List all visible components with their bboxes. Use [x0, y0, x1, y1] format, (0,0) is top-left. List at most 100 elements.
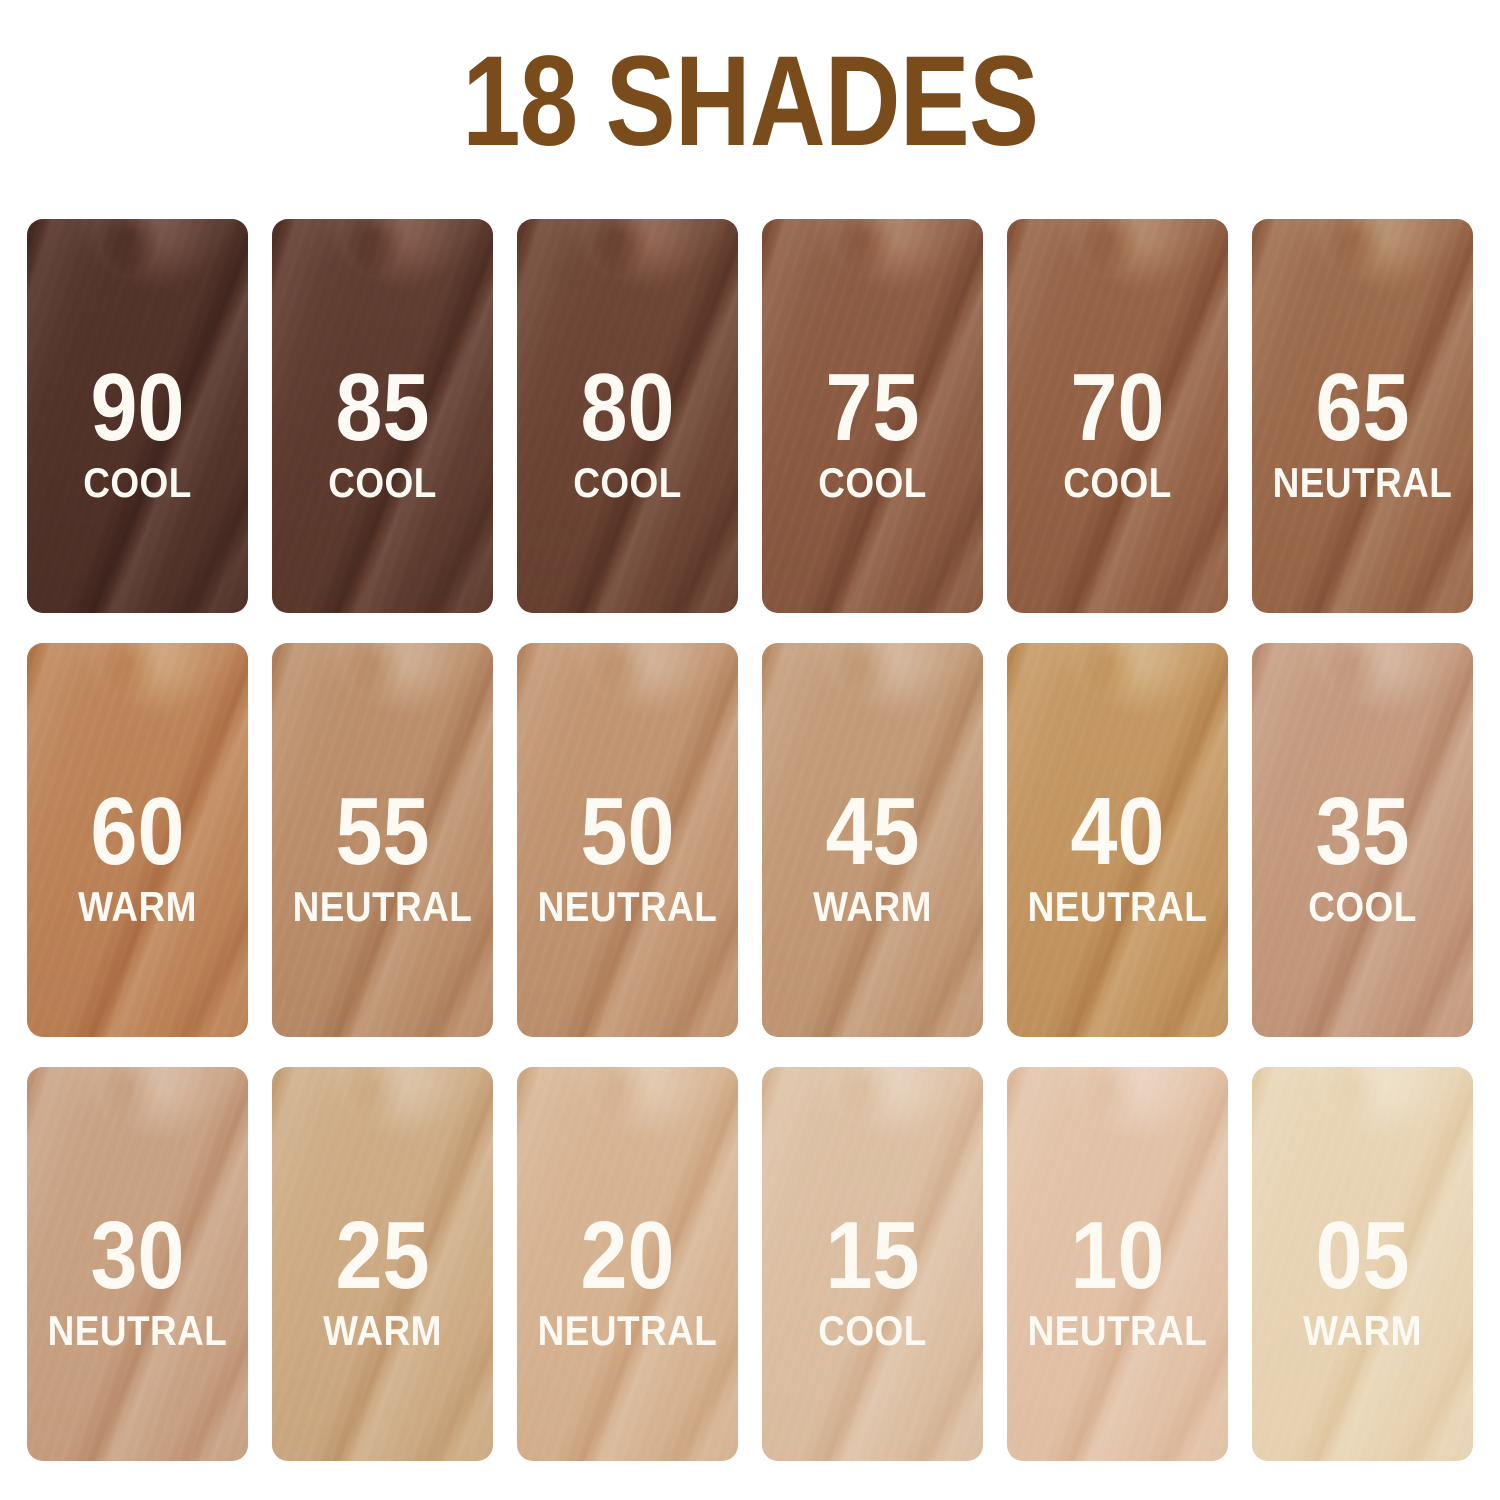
shade-label-block: 65 NEUTRAL [1252, 353, 1473, 506]
shade-swatch[interactable]: 50 NEUTRAL [517, 643, 738, 1037]
shade-label-block: 10 NEUTRAL [1007, 1201, 1228, 1354]
shade-number: 10 [1070, 1201, 1165, 1309]
foundation-smear-texture [517, 219, 738, 613]
texture-grain-overlay [517, 643, 738, 1037]
shade-label-block: 70 COOL [1007, 353, 1228, 506]
foundation-smear-texture [762, 643, 983, 1037]
shade-swatch[interactable]: 15 COOL [762, 1067, 983, 1461]
foundation-smear-texture [1007, 1067, 1228, 1461]
texture-grain-overlay [27, 643, 248, 1037]
page-title-container: 18 SHADES [0, 38, 1500, 168]
texture-grain-overlay [517, 219, 738, 613]
texture-grain-overlay [27, 1067, 248, 1461]
shade-swatch[interactable]: 05 WARM [1252, 1067, 1473, 1461]
shade-swatch[interactable]: 75 COOL [762, 219, 983, 613]
page-title: 18 SHADES [462, 30, 1039, 173]
texture-grain-overlay [27, 219, 248, 613]
foundation-smear-texture [1252, 643, 1473, 1037]
shade-swatch[interactable]: 60 WARM [27, 643, 248, 1037]
shade-number: 90 [90, 353, 185, 461]
shade-number: 70 [1070, 353, 1165, 461]
foundation-smear-texture [1252, 1067, 1473, 1461]
shade-number: 05 [1315, 1201, 1410, 1309]
shade-label-block: 25 WARM [272, 1201, 493, 1353]
shade-undertone: NEUTRAL [1027, 882, 1208, 930]
shade-undertone: COOL [1308, 882, 1417, 930]
shade-swatch[interactable]: 85 COOL [272, 219, 493, 613]
foundation-smear-texture [517, 1067, 738, 1461]
shade-label-block: 05 WARM [1252, 1201, 1473, 1354]
shade-undertone: COOL [573, 458, 682, 506]
foundation-smear-texture [1007, 219, 1228, 613]
texture-grain-overlay [1007, 219, 1228, 613]
shade-undertone: WARM [813, 882, 932, 930]
shade-swatch[interactable]: 90 COOL [27, 219, 248, 613]
shade-label-block: 40 NEUTRAL [1007, 777, 1228, 930]
shade-number: 20 [580, 1201, 675, 1309]
texture-grain-overlay [762, 643, 983, 1037]
shade-undertone: WARM [1303, 1306, 1422, 1354]
shade-label-block: 20 NEUTRAL [517, 1201, 738, 1354]
shade-label-block: 50 NEUTRAL [517, 777, 738, 929]
shade-number: 15 [825, 1201, 920, 1309]
shade-label-block: 15 COOL [762, 1201, 983, 1353]
shade-number: 65 [1315, 353, 1410, 461]
shade-number: 30 [90, 1201, 185, 1309]
shade-swatch[interactable]: 25 WARM [272, 1067, 493, 1461]
texture-grain-overlay [1252, 219, 1473, 613]
shade-label-block: 60 WARM [27, 783, 248, 930]
shade-swatch[interactable]: 45 WARM [762, 643, 983, 1037]
shade-undertone: NEUTRAL [292, 882, 473, 930]
shade-number: 75 [825, 353, 920, 461]
foundation-smear-texture [27, 643, 248, 1037]
foundation-smear-texture [27, 1067, 248, 1461]
shade-number: 80 [580, 353, 675, 461]
foundation-smear-texture [517, 643, 738, 1037]
texture-grain-overlay [762, 219, 983, 613]
shade-number: 55 [335, 777, 430, 885]
texture-grain-overlay [1007, 643, 1228, 1037]
shade-swatch[interactable]: 10 NEUTRAL [1007, 1067, 1228, 1461]
shade-undertone: COOL [1063, 458, 1172, 506]
foundation-smear-texture [272, 1067, 493, 1461]
texture-grain-overlay [762, 1067, 983, 1461]
foundation-smear-texture [762, 219, 983, 613]
foundation-smear-texture [27, 219, 248, 613]
shade-label-block: 85 COOL [272, 359, 493, 505]
shade-undertone: NEUTRAL [1027, 1306, 1208, 1354]
texture-grain-overlay [272, 1067, 493, 1461]
shade-swatch[interactable]: 40 NEUTRAL [1007, 643, 1228, 1037]
texture-grain-overlay [272, 643, 493, 1037]
shade-swatch[interactable]: 65 NEUTRAL [1252, 219, 1473, 613]
shade-label-block: 55 NEUTRAL [272, 777, 493, 930]
shade-undertone: COOL [818, 458, 927, 506]
shade-label-block: 30 NEUTRAL [27, 1201, 248, 1354]
foundation-smear-texture [1252, 219, 1473, 613]
shade-swatch[interactable]: 35 COOL [1252, 643, 1473, 1037]
texture-grain-overlay [272, 219, 493, 613]
texture-grain-overlay [1007, 1067, 1228, 1461]
texture-grain-overlay [1252, 643, 1473, 1037]
shade-grid: 90 COOL 85 COOL 80 COOL 75 COOL 70 COOL 65 NEUTRAL 6… [27, 219, 1473, 1461]
foundation-smear-texture [272, 219, 493, 613]
shade-number: 50 [580, 777, 675, 885]
shade-number: 35 [1315, 777, 1410, 885]
shade-swatch[interactable]: 20 NEUTRAL [517, 1067, 738, 1461]
shade-number: 40 [1070, 777, 1165, 885]
shade-undertone: NEUTRAL [537, 1306, 718, 1354]
foundation-smear-texture [1007, 643, 1228, 1037]
shade-number: 25 [335, 1201, 430, 1309]
shade-undertone: NEUTRAL [1272, 458, 1453, 506]
shade-label-block: 35 COOL [1252, 777, 1473, 930]
shade-swatch[interactable]: 70 COOL [1007, 219, 1228, 613]
shade-undertone: COOL [83, 458, 192, 506]
shade-undertone: WARM [78, 882, 197, 930]
shade-label-block: 45 WARM [762, 777, 983, 930]
shade-label-block: 80 COOL [517, 353, 738, 506]
shade-number: 45 [825, 777, 920, 885]
shade-swatch[interactable]: 80 COOL [517, 219, 738, 613]
shade-swatch[interactable]: 55 NEUTRAL [272, 643, 493, 1037]
shade-undertone: NEUTRAL [47, 1306, 228, 1354]
shade-swatch[interactable]: 30 NEUTRAL [27, 1067, 248, 1461]
